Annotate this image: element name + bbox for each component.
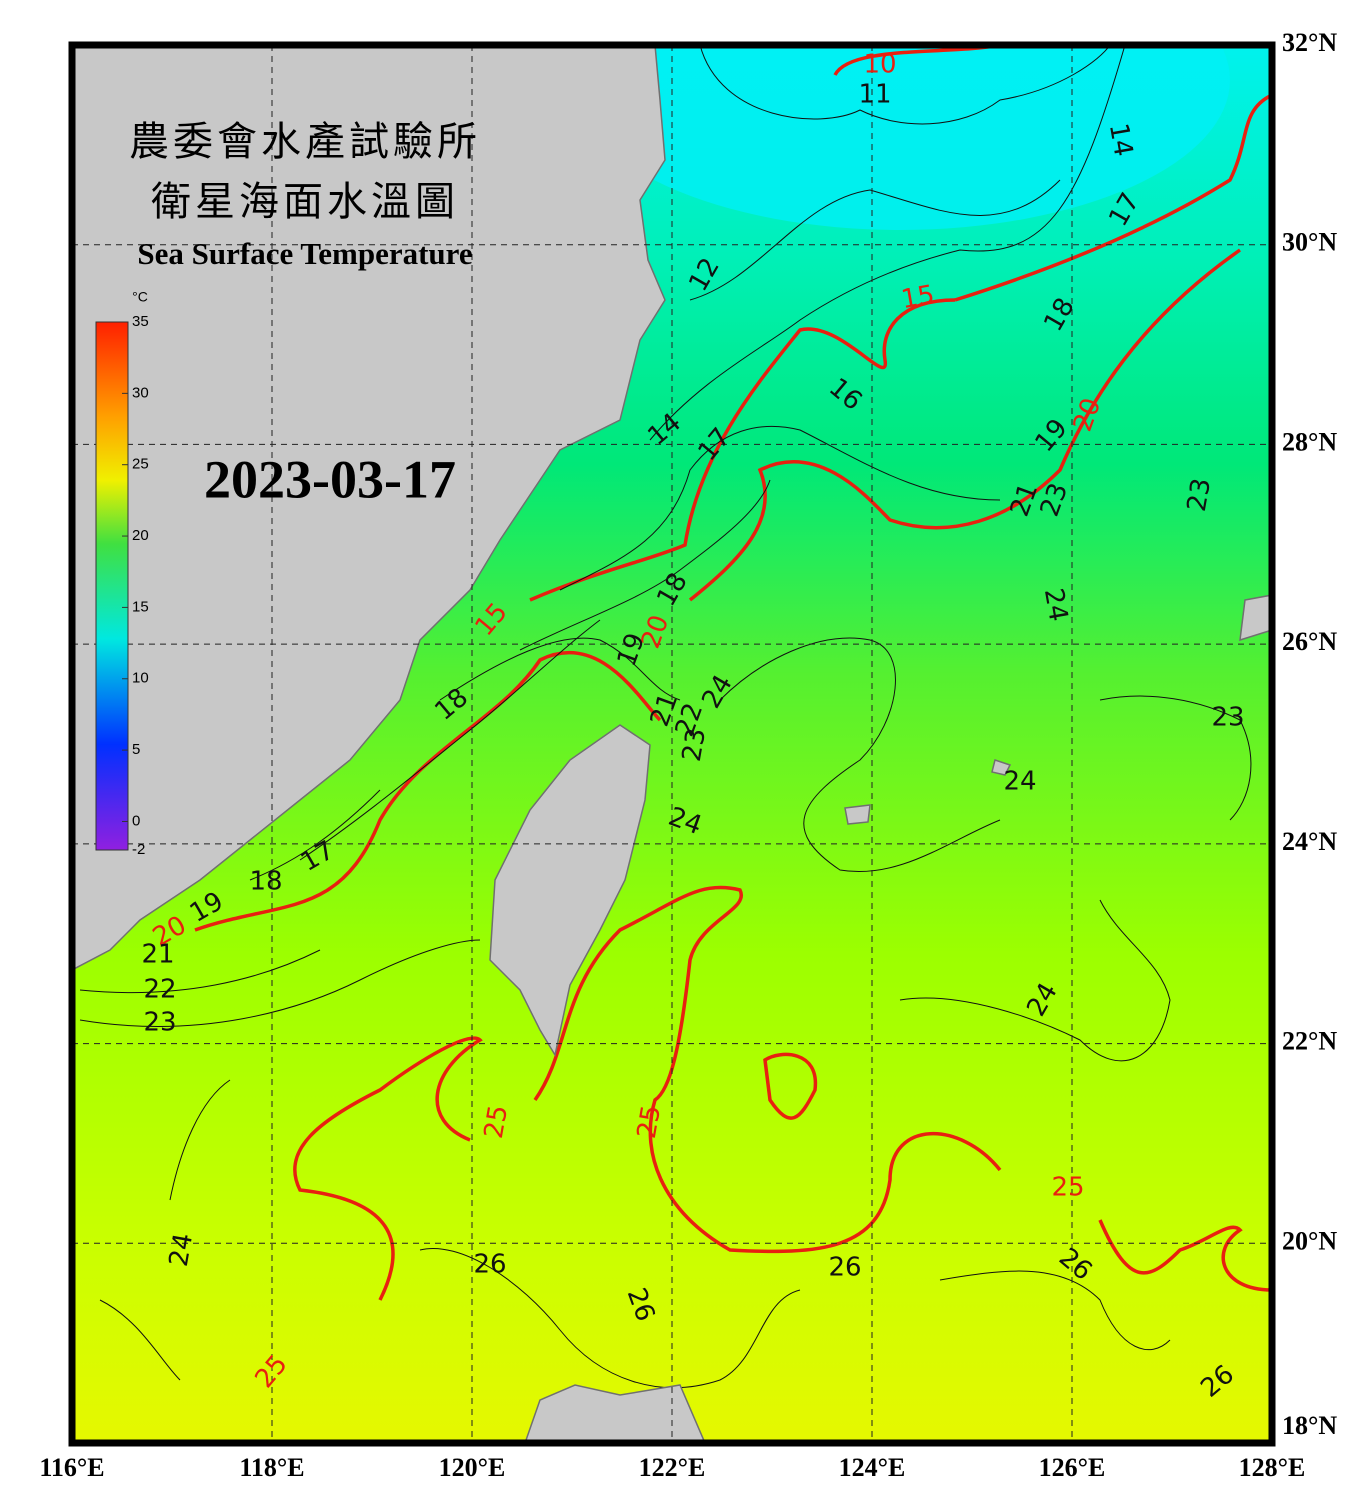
contour-label: 26 xyxy=(828,1253,861,1283)
colorbar-tick-label: -2 xyxy=(132,841,145,858)
contour-label: 22 xyxy=(143,975,176,1005)
colorbar-tick-label: 10 xyxy=(132,670,149,687)
island xyxy=(844,804,871,825)
colorbar-tick-label: 30 xyxy=(132,384,149,401)
lat-label: 18°N xyxy=(1282,1411,1337,1440)
mainland xyxy=(72,45,666,971)
contour-label: 21 xyxy=(141,940,174,970)
map-frame xyxy=(68,41,1276,1447)
lat-label: 26°N xyxy=(1282,627,1337,656)
contour-label: 23 xyxy=(1211,703,1244,733)
lat-label: 20°N xyxy=(1282,1226,1337,1255)
island xyxy=(1239,594,1272,642)
colorbar-tick-label: 35 xyxy=(132,313,149,330)
lon-label: 126°E xyxy=(1039,1453,1106,1482)
contour-label: 24 xyxy=(164,1231,199,1269)
colorbar-tick-label: 25 xyxy=(132,456,149,473)
contour-label: 18 xyxy=(249,867,282,897)
contour-label: 23 xyxy=(677,726,712,764)
colorbar-ticks: 35 30 25 20 15 10 5 0 -2 xyxy=(122,313,149,858)
red-isotherms xyxy=(194,45,1272,1301)
subtitle-zh: 衛星海面水溫圖 xyxy=(151,179,459,225)
island xyxy=(991,759,1012,776)
grid xyxy=(72,45,1272,1443)
contour-label: 10 xyxy=(863,50,896,80)
colorbar xyxy=(95,321,129,851)
contour-label: 24 xyxy=(1003,767,1036,797)
title-zh: 農委會水產試驗所 xyxy=(129,119,481,165)
lat-label: 32°N xyxy=(1282,28,1337,57)
colorbar-tick-label: 20 xyxy=(132,527,149,544)
lon-label: 124°E xyxy=(839,1453,906,1482)
lat-label: 28°N xyxy=(1282,427,1337,456)
contour-label: 11 xyxy=(858,80,891,110)
luzon xyxy=(524,1384,706,1443)
contour-label: 25 xyxy=(479,1103,514,1141)
contour-label: 15 xyxy=(899,280,937,315)
contour-label: 14 xyxy=(1103,121,1138,159)
contour-label: 26 xyxy=(473,1250,506,1280)
contour-label: 25 xyxy=(632,1103,667,1141)
black-isotherms xyxy=(79,45,1252,1389)
lat-label: 30°N xyxy=(1282,228,1337,257)
land xyxy=(72,45,1272,1443)
lon-label: 118°E xyxy=(239,1453,304,1482)
contour-label: 24 xyxy=(1038,586,1073,624)
taiwan xyxy=(489,724,651,1058)
lon-label: 116°E xyxy=(39,1453,104,1482)
axis-labels: 116°E 118°E 120°E 122°E 124°E 126°E 128°E 32°N 3… xyxy=(39,28,1337,1482)
colorbar-tick-label: 15 xyxy=(132,598,149,615)
contour-label: 25 xyxy=(1051,1173,1084,1203)
lon-label: 122°E xyxy=(639,1453,706,1482)
lat-label: 22°N xyxy=(1282,1027,1337,1056)
contour-label: 23 xyxy=(143,1008,176,1038)
lat-label: 24°N xyxy=(1282,827,1337,856)
lon-label: 128°E xyxy=(1239,1453,1306,1482)
contour-label: 23 xyxy=(1182,476,1217,514)
title-en: Sea Surface Temperature xyxy=(137,236,472,271)
colorbar-tick-label: 5 xyxy=(132,741,140,758)
cold-water xyxy=(570,45,1230,230)
colorbar-tick-label: 0 xyxy=(132,812,140,829)
lon-label: 120°E xyxy=(439,1453,506,1482)
date: 2023-03-17 xyxy=(204,449,456,509)
colorbar-unit: °C xyxy=(132,289,148,305)
